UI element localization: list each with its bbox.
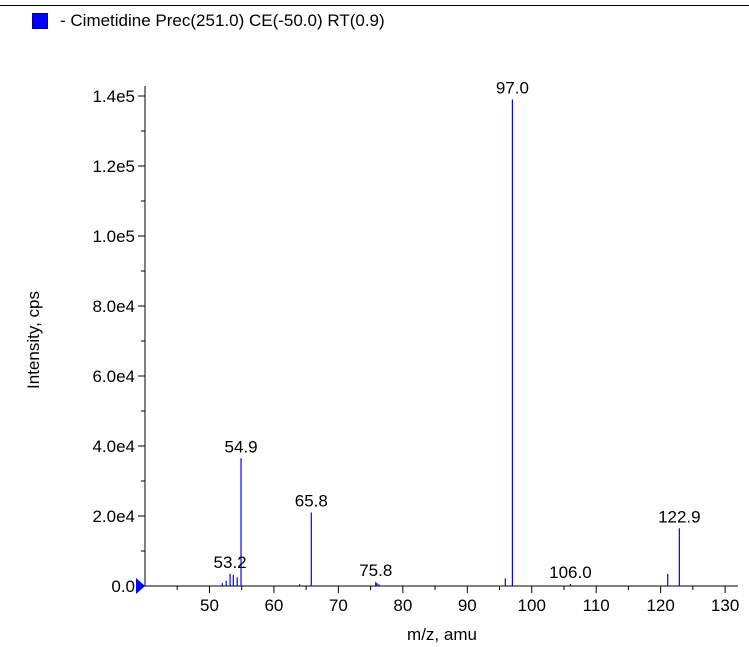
y-tick-label: 1.2e5: [92, 157, 135, 176]
y-tick-label: 6.0e4: [92, 367, 135, 386]
peak-label: 106.0: [549, 563, 592, 582]
x-tick-label: 110: [583, 596, 610, 615]
x-tick-label: 70: [329, 596, 348, 615]
x-tick-label: 120: [646, 596, 674, 615]
legend: - Cimetidine Prec(251.0) CE(-50.0) RT(0.…: [32, 8, 385, 34]
peak-label: 53.2: [214, 553, 247, 572]
peak-labels: 53.2 54.9 65.8 75.8 97.0 106.0 122.9: [214, 79, 701, 582]
y-tick-label: 2.0e4: [92, 507, 135, 526]
peak-label: 75.8: [359, 561, 392, 580]
peak-label: 122.9: [658, 507, 701, 526]
peak-label: 65.8: [295, 492, 328, 511]
y-tick-label: 1.0e5: [92, 227, 135, 246]
y-tick-label: 1.4e5: [92, 87, 135, 106]
y-tick-label: 4.0e4: [92, 437, 135, 456]
top-divider: [0, 5, 749, 6]
peak-label: 97.0: [496, 79, 529, 98]
legend-swatch-icon: [32, 13, 48, 29]
axes: 50 60 70 80 90 100 110 120 130 0.0 2.0e4 4.0e4 6.0e4…: [92, 86, 739, 615]
legend-label: - Cimetidine Prec(251.0) CE(-50.0) RT(0.…: [60, 11, 385, 30]
y-axis-label: Intensity, cps: [24, 291, 43, 389]
y-tick-label: 8.0e4: [92, 297, 135, 316]
x-tick-label: 130: [711, 596, 739, 615]
x-tick-label: 90: [458, 596, 477, 615]
x-tick-label: 50: [200, 596, 219, 615]
x-axis-label: m/z, amu: [407, 625, 477, 644]
x-tick-label: 60: [264, 596, 283, 615]
x-tick-label: 80: [393, 596, 412, 615]
x-tick-label: 100: [518, 596, 546, 615]
zero-marker-icon: [136, 578, 145, 594]
peaks: [221, 99, 680, 586]
peak-label: 54.9: [224, 437, 257, 456]
y-tick-label: 0.0: [111, 577, 135, 596]
